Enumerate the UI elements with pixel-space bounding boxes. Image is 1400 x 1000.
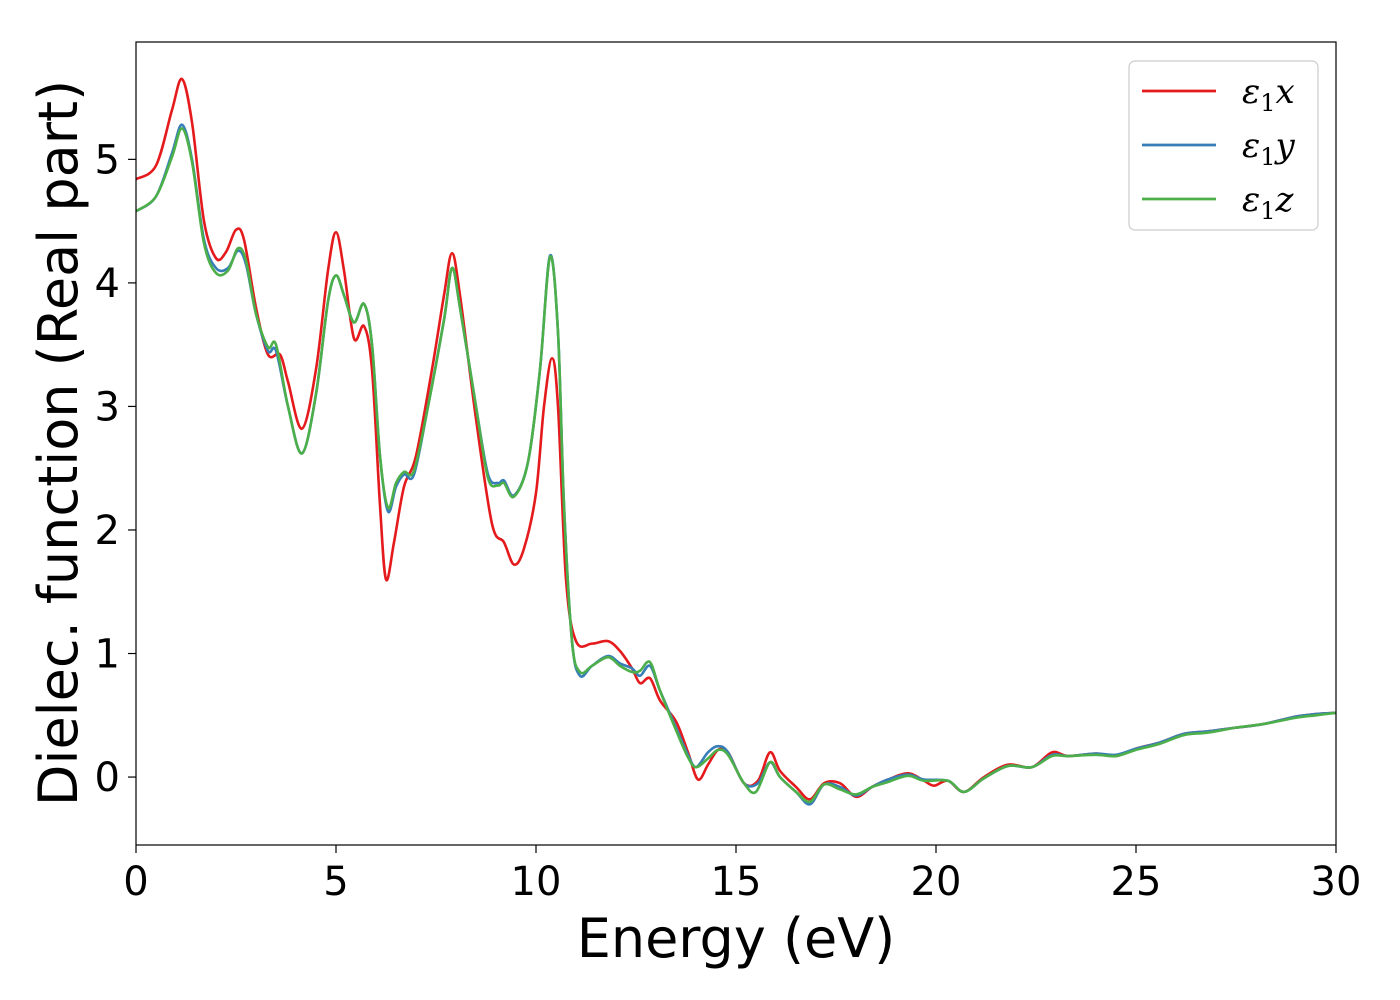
y-tick-label: 3 <box>95 384 120 430</box>
legend-label-y: ε1y <box>1242 126 1296 171</box>
y-tick-label: 5 <box>95 137 120 183</box>
legend-label-z: ε1z <box>1242 180 1295 225</box>
x-tick-label: 30 <box>1311 859 1362 905</box>
x-tick-label: 5 <box>323 859 348 905</box>
x-tick-label: 15 <box>711 859 762 905</box>
x-tick-label: 20 <box>911 859 962 905</box>
series-line-z <box>136 127 1336 804</box>
series-layer <box>136 77 1336 806</box>
legend-box <box>1128 60 1319 231</box>
legend: ε1x ε1y ε1z <box>1128 60 1319 231</box>
x-tick-label: 10 <box>511 859 562 905</box>
x-axis: 0 5 10 15 20 25 30 <box>123 845 1361 905</box>
y-tick-label: 4 <box>95 261 120 307</box>
y-axis: 0 1 2 3 4 5 <box>95 137 136 801</box>
y-tick-label: 2 <box>95 508 120 554</box>
y-tick-label: 1 <box>95 632 120 678</box>
y-tick-label: 0 <box>95 755 120 801</box>
x-tick-label: 0 <box>123 859 148 905</box>
x-tick-label: 25 <box>1111 859 1162 905</box>
legend-label-x: ε1x <box>1242 72 1295 117</box>
y-axis-title: Dielec. function (Real part) <box>27 80 90 806</box>
x-axis-title: Energy (eV) <box>577 907 896 970</box>
